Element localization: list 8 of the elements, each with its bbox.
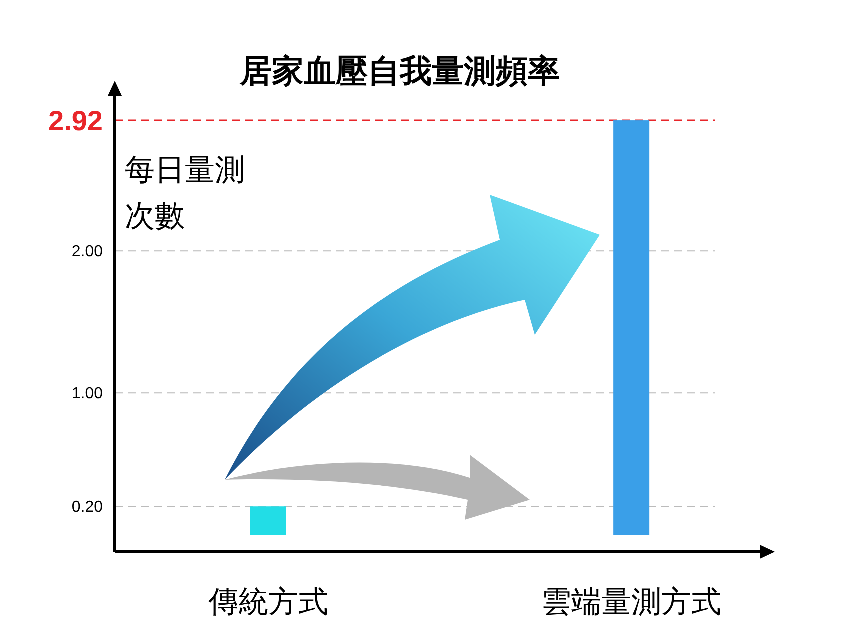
y-tick-label: 1.00 [72,386,104,403]
y-tick-label: 2.00 [72,244,104,261]
y-axis-title: 每日量測次數 [125,153,245,234]
ref-line-label: 2.92 [48,105,103,136]
x-tick-label: 傳統方式 [207,585,328,620]
chart-title: 居家血壓自我量測頻率 [239,52,560,90]
x-tick-label: 雲端量測方式 [542,585,722,620]
y-tick-label: 0.20 [72,499,104,516]
